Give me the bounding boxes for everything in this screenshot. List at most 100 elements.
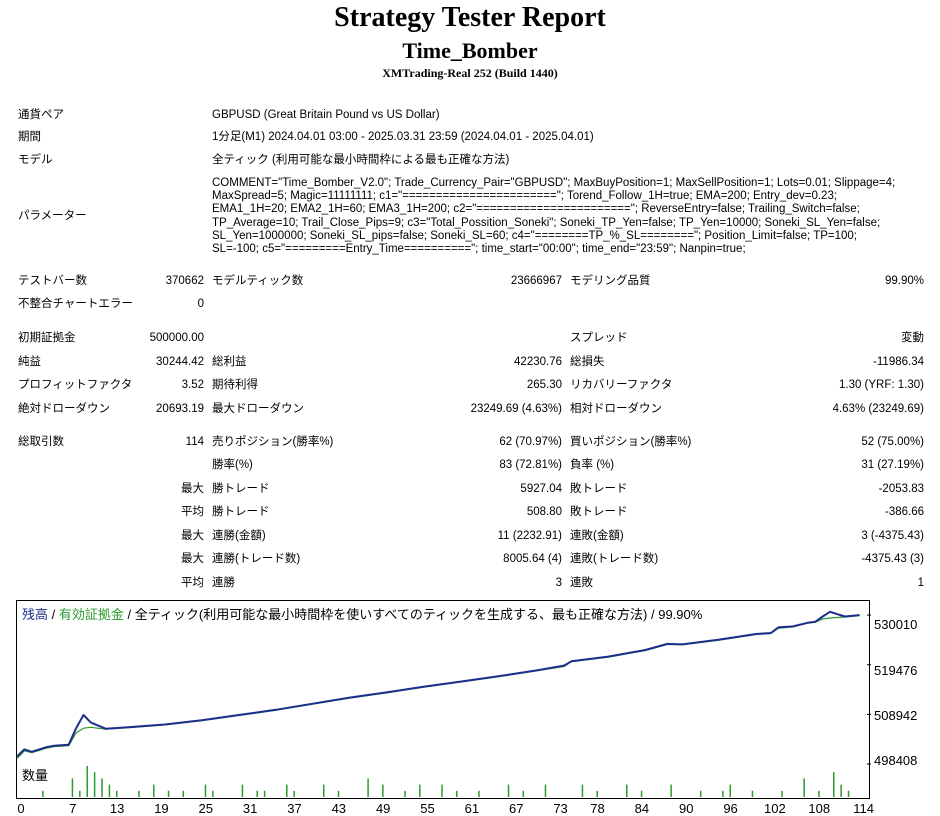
avg-cons-win-label: 連勝 [212,577,235,589]
y-tick-label: 519476 [874,663,918,678]
ea-name: Time_Bomber [402,38,538,63]
avg-loss-value: -386.66 [884,506,924,518]
x-tick-label: 73 [553,801,568,816]
x-tick-label: 96 [723,801,738,816]
gross-profit-label: 総利益 [212,356,247,368]
exp-label: 期待利得 [212,379,258,391]
long-label: 買いポジション(勝率%) [570,436,692,448]
gross-profit-value: 42230.76 [514,356,562,368]
pf-value: 3.52 [181,379,204,391]
rel-dd-value: 4.63% (23249.69) [832,403,924,415]
x-tick-label: 114 [853,801,874,816]
max-win-value: 5927.04 [520,483,562,495]
rf-label: リカバリーファクタ [570,379,673,391]
cons-win-amt-value: 11 (2232.91) [497,530,562,542]
gross-loss-value: -11986.34 [873,356,924,368]
period-value: 1分足(M1) 2024.04.01 03:00 - 2025.03.31 23… [212,131,594,143]
deposit-value: 500000.00 [149,332,204,344]
max-dd-label: 最大ドローダウン [212,403,304,415]
params-label: パラメーター [18,210,87,222]
legend-balance: 残高 [22,607,49,622]
max-label-3: 最大 [181,553,204,565]
cons-win-cnt-label: 連勝(トレード数) [212,553,301,565]
max-label: 最大 [181,483,204,495]
x-tick-label: 49 [375,801,391,816]
quality-value: 99.90% [884,275,924,287]
model-label: モデル [18,154,53,166]
trades-label: 総取引数 [18,436,64,448]
x-tick-label: 108 [808,801,831,816]
ticks-value: 23666967 [510,275,562,287]
cons-win-amt-label: 連勝(金額) [212,530,266,542]
cons-loss-amt-value: 3 (-4375.43) [861,530,924,542]
gross-loss-label: 総損失 [570,356,605,368]
x-tick-label: 25 [198,801,214,816]
exp-value: 265.30 [526,379,562,391]
pair-label: 通貨ペア [18,109,64,121]
y-tick-label: 530010 [874,617,918,632]
max-loss-label: 敗トレード [570,483,628,495]
rel-dd-label: 相対ドローダウン [570,403,662,415]
cons-loss-cnt-label: 連敗(トレード数) [570,553,659,565]
x-tick-label: 102 [764,801,786,816]
abs-dd-label: 絶対ドローダウン [18,403,110,415]
report-title: Strategy Tester Report [334,2,606,33]
volume-chart [16,764,870,799]
y-tick-label: 498408 [874,753,918,768]
rf-value: 1.30 (YRF: 1.30) [838,379,924,391]
x-tick-label: 90 [678,801,694,816]
avg-label: 平均 [181,506,204,518]
winrate-label: 勝率(%) [212,459,253,471]
spread-value: 変動 [901,332,924,344]
max-win-label: 勝トレード [212,483,270,495]
max-label-2: 最大 [181,530,204,542]
legend-sep: / [48,607,59,622]
chart-legend: 残高 / 有効証拠金 / 全ティック(利用可能な最小時間枠を使いすべてのティック… [22,604,702,623]
abs-dd-value: 20693.19 [156,403,204,415]
cons-loss-amt-label: 連敗(金額) [570,530,624,542]
max-dd-value: 23249.69 (4.63%) [470,403,562,415]
mismatch-label: 不整合チャートエラー [18,298,133,310]
x-tick-label: 13 [109,801,125,816]
y-tick-label: 508942 [874,708,918,723]
quality-label: モデリング品質 [570,275,651,287]
x-tick-label: 0 [17,801,25,816]
lossrate-value: 31 (27.19%) [861,459,924,471]
x-tick-label: 43 [331,801,347,816]
x-tick-label: 78 [590,801,605,816]
net-value: 30244.42 [156,356,204,368]
spread-label: スプレッド [570,332,628,344]
pair-value: GBPUSD (Great Britain Pound vs US Dollar… [212,109,440,121]
balance-line [16,610,860,758]
short-label: 売りポジション(勝率%) [212,436,334,448]
x-tick-label: 67 [508,801,524,816]
legend-equity: 有効証拠金 [58,607,124,622]
x-tick-label: 84 [634,801,650,816]
winrate-value: 83 (72.81%) [499,459,562,471]
trades-value: 114 [185,436,204,448]
x-tick-label: 55 [420,801,435,816]
long-value: 52 (75.00%) [861,436,924,448]
avg-win-value: 508.80 [526,506,562,518]
avg-label-2: 平均 [181,577,204,589]
lossrate-label: 負率 (%) [570,459,615,471]
cons-loss-cnt-value: -4375.43 (3) [861,553,924,565]
x-tick-label: 19 [154,801,169,816]
period-label: 期間 [18,131,41,143]
net-label: 純益 [18,356,41,368]
server-build: XMTrading-Real 252 (Build 1440) [382,66,558,80]
ticks-label: モデルティック数 [212,275,304,287]
avg-win-label: 勝トレード [212,506,270,518]
bars-value: 370662 [165,275,204,287]
x-tick-label: 31 [242,801,258,816]
volume-label: 数量 [22,768,49,783]
avg-cons-loss-label: 連敗 [570,577,593,589]
avg-cons-loss-value: 1 [917,577,924,589]
bars-label: テストバー数 [18,275,87,287]
max-loss-value: -2053.83 [878,483,924,495]
mismatch-value: 0 [197,298,204,310]
x-tick-label: 7 [69,801,77,816]
x-tick-label: 37 [287,801,302,816]
deposit-label: 初期証拠金 [18,332,76,344]
